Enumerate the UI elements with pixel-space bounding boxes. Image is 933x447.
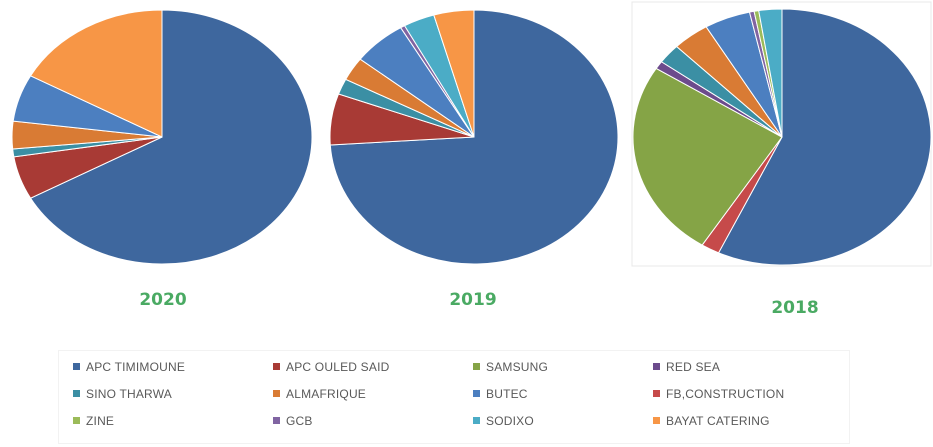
pie-slice-apc-timimoune: [29, 9, 313, 265]
year-label-2019: 2019: [449, 290, 497, 310]
legend-item: FB,CONSTRUCTION: [639, 380, 849, 407]
legend-swatch: [653, 417, 660, 424]
legend-swatch: [73, 363, 80, 370]
legend-item: RED SEA: [639, 353, 849, 380]
legend-item: GCB: [259, 407, 459, 434]
legend-swatch: [473, 417, 480, 424]
legend-label: APC OULED SAID: [286, 359, 390, 374]
legend-swatch: [473, 390, 480, 397]
pie-charts: [11, 1, 932, 267]
pie-slice-samsung: [632, 67, 783, 246]
year-label-2018: 2018: [771, 298, 819, 318]
year-label-2020: 2020: [139, 290, 187, 310]
legend-swatch: [653, 390, 660, 397]
legend-item: APC OULED SAID: [259, 353, 459, 380]
pie-slice-sodixo: [758, 8, 783, 138]
legend-label: BAYAT CATERING: [666, 413, 770, 428]
pie-2019: [329, 9, 619, 265]
legend-label: APC TIMIMOUNE: [86, 359, 186, 374]
chart-legend: APC TIMIMOUNE APC OULED SAID SAMSUNG RED SE…: [58, 350, 850, 444]
legend-label: SAMSUNG: [486, 359, 549, 374]
pie-2020: [11, 9, 313, 265]
pie-slice-bayat-catering: [433, 9, 475, 138]
legend-item: BUTEC: [459, 380, 639, 407]
legend-swatch: [653, 363, 660, 370]
legend-swatch: [273, 363, 280, 370]
legend-label: SODIXO: [486, 413, 534, 428]
legend-item: SAMSUNG: [459, 353, 639, 380]
legend-swatch: [73, 390, 80, 397]
legend-label: GCB: [286, 413, 313, 428]
legend-item: BAYAT CATERING: [639, 407, 849, 434]
pie-2018: [632, 8, 932, 266]
legend-item: APC TIMIMOUNE: [59, 353, 259, 380]
legend-label: BUTEC: [486, 386, 528, 401]
legend-label: ZINE: [86, 413, 115, 428]
legend-swatch: [73, 417, 80, 424]
legend-label: SINO THARWA: [86, 386, 172, 401]
legend-swatch: [273, 390, 280, 397]
legend-swatch: [273, 417, 280, 424]
legend-item: SODIXO: [459, 407, 639, 434]
pie-slice-apc-timimoune: [717, 8, 932, 266]
legend-label: ALMAFRIQUE: [286, 386, 367, 401]
legend-item: ZINE: [59, 407, 259, 434]
legend-item: SINO THARWA: [59, 380, 259, 407]
legend-label: FB,CONSTRUCTION: [666, 386, 785, 401]
legend-label: RED SEA: [666, 359, 721, 374]
legend-item: ALMAFRIQUE: [259, 380, 459, 407]
legend-swatch: [473, 363, 480, 370]
pie-slice-bayat-catering: [29, 9, 163, 138]
